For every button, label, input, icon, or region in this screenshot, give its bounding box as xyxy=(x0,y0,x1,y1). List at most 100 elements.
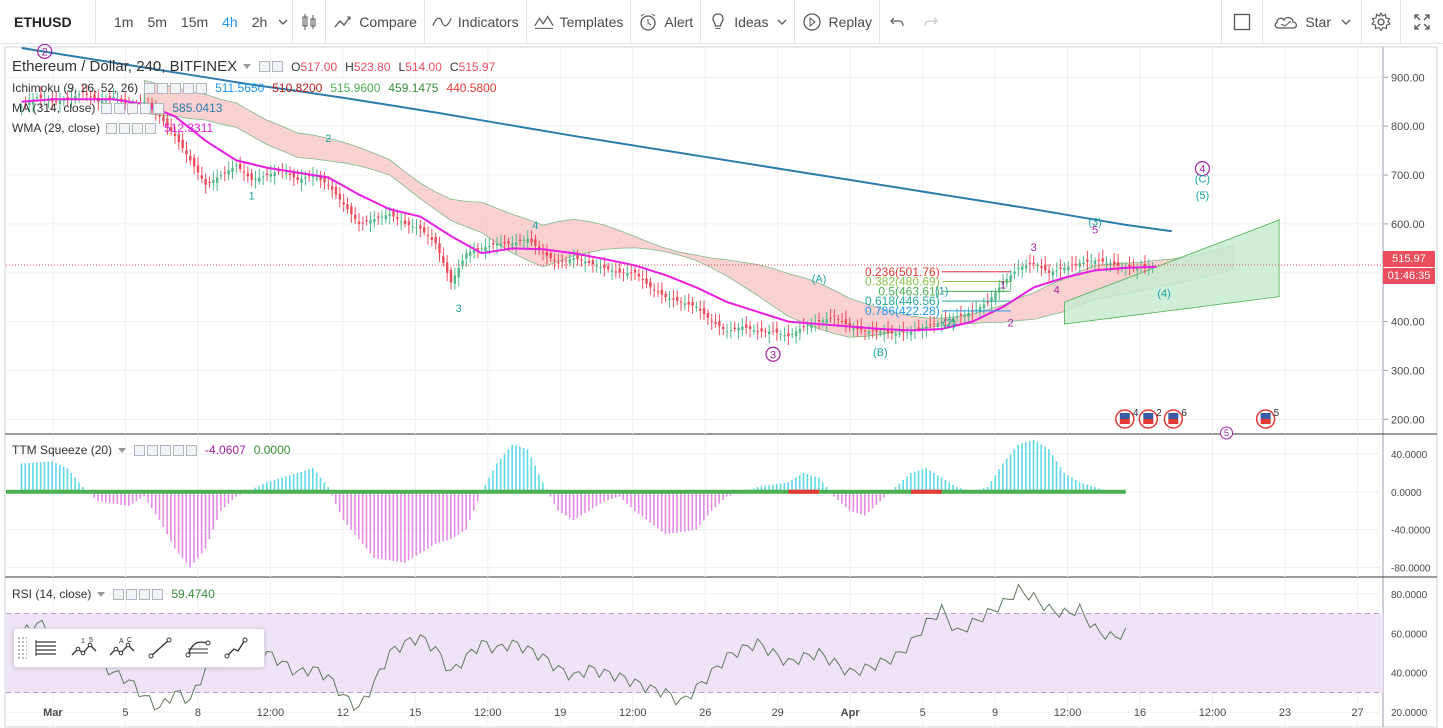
squeeze-bar xyxy=(645,491,648,520)
candle-body xyxy=(192,157,196,167)
legend-buttons[interactable] xyxy=(101,102,166,114)
chart-area[interactable]: 900.00800.00700.00600.00500.00400.00300.… xyxy=(0,44,1443,728)
squeeze-bar xyxy=(1005,458,1008,492)
squeeze-bar xyxy=(848,491,851,511)
squeeze-bar xyxy=(392,491,395,562)
candle-body xyxy=(434,236,437,244)
squeeze-bar xyxy=(572,491,575,521)
legend-buttons[interactable] xyxy=(144,82,209,94)
interval-15m[interactable]: 15m xyxy=(180,13,209,30)
squeeze-bar xyxy=(630,491,632,508)
settings-button[interactable] xyxy=(1362,0,1400,44)
ichimoku-cloud-bull xyxy=(1064,219,1280,325)
squeeze-bar xyxy=(511,444,513,492)
squeeze-bar xyxy=(1044,446,1046,492)
squeeze-bar xyxy=(534,465,536,492)
candle-body xyxy=(353,214,357,220)
squeeze-bar xyxy=(687,491,690,531)
compare-button[interactable]: Compare xyxy=(326,0,424,44)
squeeze-bar xyxy=(856,491,858,514)
path-tool[interactable] xyxy=(217,630,255,666)
wave-label: 3 xyxy=(1031,242,1037,254)
fullscreen-button[interactable] xyxy=(1401,0,1443,44)
time-tick-label: 12:00 xyxy=(619,707,647,719)
drag-handle[interactable] xyxy=(17,636,27,660)
alert-button[interactable]: Alert xyxy=(631,0,700,44)
squeeze-bar xyxy=(28,462,30,492)
candle-body xyxy=(426,235,430,237)
legend-buttons[interactable] xyxy=(134,444,199,456)
candle-body xyxy=(752,330,756,332)
candle-body xyxy=(626,272,629,276)
legend-buttons[interactable] xyxy=(113,588,165,600)
squeeze-bar xyxy=(484,484,487,492)
squeeze-bar xyxy=(726,491,728,497)
time-tick-label: 9 xyxy=(992,707,998,719)
candle-body xyxy=(419,225,422,229)
candle-body xyxy=(1001,282,1005,285)
squeeze-bar xyxy=(373,491,375,559)
interval-dropdown[interactable] xyxy=(274,0,292,44)
candle-body xyxy=(633,269,637,273)
levels-tool[interactable] xyxy=(27,630,65,666)
squeeze-bar xyxy=(1048,449,1050,492)
flag-mark xyxy=(1260,413,1271,419)
chevron-down-icon[interactable] xyxy=(118,447,127,453)
squeeze-bar xyxy=(55,463,57,492)
squeeze-bar xyxy=(986,487,989,492)
candle-body xyxy=(35,96,39,98)
wave-label: 3 xyxy=(770,349,776,361)
replay-button[interactable]: Replay xyxy=(795,0,879,44)
legend-buttons[interactable] xyxy=(106,122,158,134)
square-icon xyxy=(1234,13,1251,31)
wave-label: (2) xyxy=(943,318,956,330)
candle-body xyxy=(472,250,476,254)
star-button[interactable]: Star xyxy=(1263,0,1361,44)
wave-label: (1) xyxy=(935,286,948,298)
candle-body xyxy=(848,323,851,327)
squeeze-bar xyxy=(300,471,303,492)
interval-2h[interactable]: 2h xyxy=(251,13,268,30)
candle-body xyxy=(58,100,62,104)
candle-body xyxy=(399,221,403,223)
squeeze-bar xyxy=(411,491,414,559)
squeeze-bar xyxy=(120,491,122,505)
squeeze-bar xyxy=(622,491,625,501)
fib-label: 0.618(446.56) xyxy=(865,294,940,308)
chevron-down-icon[interactable] xyxy=(97,591,106,597)
interval-5m[interactable]: 5m xyxy=(147,13,167,30)
candle-body xyxy=(791,333,794,335)
ideas-button[interactable]: Ideas xyxy=(701,0,794,44)
chevron-down-icon[interactable] xyxy=(243,64,252,69)
squeeze-bar xyxy=(177,491,180,554)
candle-body xyxy=(1097,260,1101,262)
candle-body xyxy=(948,319,951,321)
wave-circle xyxy=(1220,426,1234,440)
interval-1m[interactable]: 1m xyxy=(114,13,134,30)
squeeze-bar xyxy=(342,491,345,521)
candle-body xyxy=(392,211,395,217)
layout-button[interactable] xyxy=(1222,0,1262,44)
rsi-tick-label: 40.0000 xyxy=(1391,669,1428,680)
indicators-button[interactable]: Indicators xyxy=(425,0,526,44)
candle-body xyxy=(373,219,376,223)
chart-canvas[interactable]: 900.00800.00700.00600.00500.00400.00300.… xyxy=(0,44,1443,728)
wave-label-5: 5 xyxy=(89,637,93,644)
fib-tool[interactable] xyxy=(179,630,217,666)
symbol-search[interactable]: ETHUSD xyxy=(0,0,96,44)
interval-4h[interactable]: 4h xyxy=(222,13,238,30)
candle-body xyxy=(679,301,683,303)
ichimoku-conversion: 511.5650 xyxy=(215,81,265,95)
chart-style-button[interactable] xyxy=(293,0,325,44)
redo-button[interactable] xyxy=(914,0,948,44)
legend-buttons[interactable] xyxy=(259,61,285,72)
undo-button[interactable] xyxy=(880,0,914,44)
trendline-tool[interactable] xyxy=(141,630,179,666)
candle-body xyxy=(844,319,848,325)
candle-body xyxy=(775,328,779,333)
templates-button[interactable]: Templates xyxy=(527,0,631,44)
candle-body xyxy=(319,175,322,180)
